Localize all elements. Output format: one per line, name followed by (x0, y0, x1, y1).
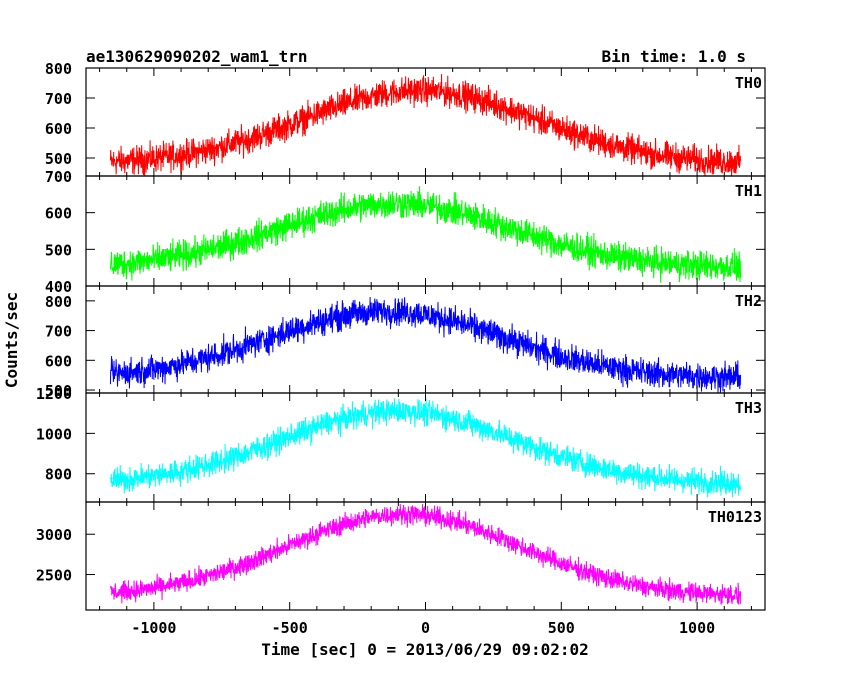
x-tick-labels: -1000 -500 0 500 1000 (131, 619, 715, 637)
series-th1 (109, 186, 742, 283)
panel-label: TH0123 (708, 508, 762, 526)
panel-th3: TH3 800 1000 1200 (36, 385, 766, 503)
panel-label: TH1 (735, 182, 762, 200)
x-tick-label: 500 (548, 619, 575, 637)
panel-frame (85, 175, 766, 287)
y-tick-label: 600 (45, 352, 72, 370)
y-tick-label: 500 (45, 382, 72, 400)
bin-time-label: Bin time: 1.0 s (602, 47, 747, 66)
panel-label: TH2 (735, 292, 762, 310)
panel-label: TH0 (735, 74, 762, 92)
y-tick-label: 3000 (36, 526, 72, 544)
y-tick-label: 800 (45, 466, 72, 484)
y-tick-label: 500 (45, 241, 72, 259)
y-tick-label: 800 (45, 293, 72, 311)
y-tick-label: 1200 (36, 385, 72, 403)
x-axis-label: Time [sec] 0 = 2013/06/29 09:02:02 (261, 640, 589, 659)
y-tick-label: 700 (45, 323, 72, 341)
series-th0 (109, 74, 742, 177)
series-th0123 (109, 503, 742, 605)
y-tick-label: 500 (45, 150, 72, 168)
y-tick-label: 700 (45, 168, 72, 186)
panel-th2: TH2 500 600 700 800 (45, 285, 766, 400)
y-axis-label: Counts/sec (2, 292, 21, 388)
y-tick-label: 600 (45, 120, 72, 138)
y-tick-label: 2500 (36, 567, 72, 585)
x-tick-label: 0 (421, 619, 430, 637)
x-tick-label: -500 (272, 619, 308, 637)
series-th3 (110, 398, 742, 498)
panel-th0: TH0 500 600 700 800 (45, 60, 766, 177)
y-tick-label: 700 (45, 90, 72, 108)
panel-th0123: TH0123 2500 3000 (36, 501, 766, 611)
panel-th1: TH1 400 500 600 700 (45, 168, 766, 296)
series-th2 (109, 296, 742, 394)
y-tick-label: 400 (45, 278, 72, 296)
panels-group: TH0 500 600 700 800 TH1 400 500 600 700 TH2 500 600 7… (36, 60, 766, 611)
y-tick-label: 600 (45, 205, 72, 223)
y-tick-label: 1000 (36, 425, 72, 443)
chart-title: ae130629090202_wam1_trn (86, 47, 308, 66)
y-tick-label: 800 (45, 60, 72, 78)
x-tick-label: -1000 (131, 619, 176, 637)
x-tick-label: 1000 (679, 619, 715, 637)
panel-label: TH3 (735, 399, 762, 417)
